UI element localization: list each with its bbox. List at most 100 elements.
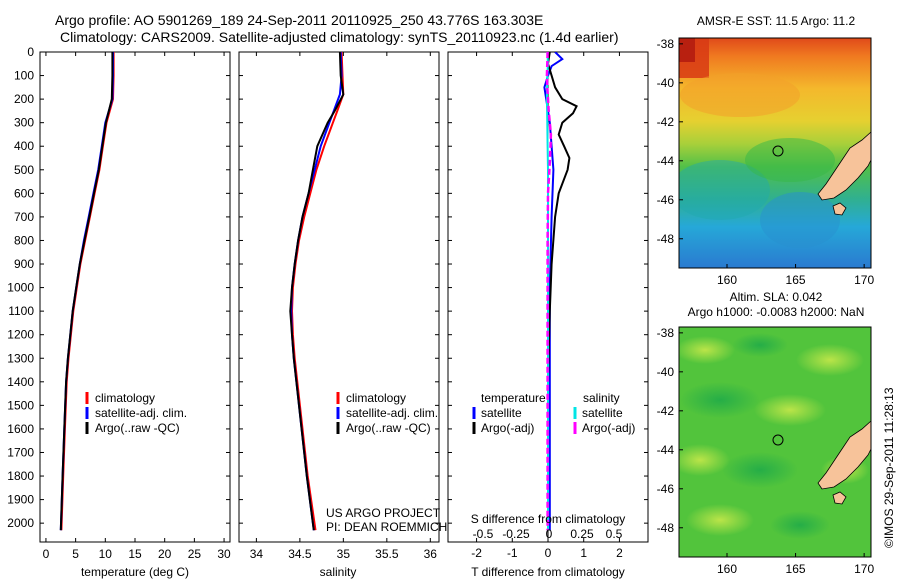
- y-tick-label: 1300: [7, 351, 34, 365]
- figure-subtitle: Climatology: CARS2009. Satellite-adjuste…: [60, 29, 618, 45]
- nz-land: [817, 131, 871, 201]
- salinity-legend: climatology satellite-adj. clim. Argo(..…: [336, 391, 438, 435]
- lat-tick-label: -40: [657, 365, 675, 379]
- salinity-xlabel: salinity: [320, 565, 357, 579]
- nz-land: [817, 420, 871, 490]
- y-tick-label: 1100: [8, 304, 34, 318]
- lon-tick-label: 170: [854, 562, 874, 576]
- series-line-satellite-adj-clim: [290, 52, 343, 531]
- y-tick-label: 1900: [7, 493, 34, 507]
- y-tick-label: 0: [27, 45, 34, 59]
- y-tick-label: 100: [14, 69, 34, 83]
- series-line-argo-raw-qc: [59, 52, 114, 531]
- y-tick-label: 600: [14, 186, 34, 200]
- lat-tick-label: -38: [657, 37, 675, 51]
- series-line-climatology: [290, 52, 345, 531]
- argo-position-marker: [772, 434, 784, 446]
- pi-annotation: PI: DEAN ROEMMICH: [326, 520, 447, 534]
- lat-tick-label: -44: [657, 443, 675, 457]
- legend-title-salinity: salinity: [583, 391, 620, 405]
- y-tick-label: 1200: [7, 328, 34, 342]
- legend-label-satellite: satellite-adj. clim.: [346, 406, 438, 420]
- x-tick-label: -1: [507, 546, 518, 560]
- lon-tick-label: 160: [717, 562, 737, 576]
- legend-label-argo: Argo(..raw -QC): [346, 421, 431, 435]
- legend-label-climatology: climatology: [346, 391, 406, 405]
- salinity-panel: 34 34.5 35 35.5 36 salinity climatology sate…: [238, 51, 447, 579]
- x-tick-label: 35.5: [375, 547, 399, 561]
- x-tick-label: 25: [188, 547, 202, 561]
- s-tick: 0.25: [570, 527, 594, 541]
- sla-field: [679, 327, 871, 557]
- legend-label-s-satellite: satellite: [582, 406, 623, 420]
- lon-tick-label: 160: [717, 273, 737, 287]
- x-tick-label: 30: [217, 547, 231, 561]
- legend-label-t-satellite: satellite: [481, 406, 522, 420]
- lon-tick-label: 165: [786, 562, 806, 576]
- s-difference-ticks: -0.5 -0.25 0 0.25 0.5: [473, 527, 623, 541]
- x-tick-label: 35: [337, 547, 351, 561]
- x-tick-label: 20: [158, 547, 172, 561]
- sla-map-frame: [678, 326, 872, 558]
- sla-map-title: Altim. SLA: 0.042: [730, 290, 823, 304]
- s-tick: -0.25: [502, 527, 530, 541]
- lon-tick-label: 170: [854, 273, 874, 287]
- y-tick-label: 1500: [7, 398, 34, 412]
- y-tick-label: 2000: [7, 516, 34, 530]
- legend-label-argo: Argo(..raw -QC): [95, 421, 180, 435]
- y-tick-label: 300: [14, 116, 34, 130]
- x-tick-label: 2: [616, 546, 623, 560]
- temperature-axes-frame: [39, 51, 231, 543]
- series-line-argo-raw-qc: [289, 52, 345, 531]
- figure-title: Argo profile: AO 5901269_189 24-Sep-2011…: [55, 12, 543, 28]
- salinity-axes-frame: [238, 51, 440, 543]
- y-tick-label: 900: [14, 257, 34, 271]
- lat-tick-label: -48: [657, 521, 675, 535]
- stewart-island: [832, 202, 847, 216]
- legend-label-s-argo: Argo(-adj): [582, 421, 635, 435]
- difference-legend: temperature satellite Argo(-adj) salinit…: [472, 391, 635, 435]
- stewart-island: [832, 491, 847, 505]
- sst-map-frame: [678, 37, 872, 269]
- lat-tick-label: -46: [657, 482, 675, 496]
- y-tick-label: 700: [14, 210, 34, 224]
- x-tick-label: 34.5: [288, 547, 312, 561]
- series-line-s-argo-adj: [545, 52, 553, 531]
- legend-label-satellite: satellite-adj. clim.: [95, 406, 187, 420]
- x-tick-label: 10: [99, 547, 113, 561]
- difference-panel: -2 -1 0 1 2 S difference from climatology -0…: [447, 51, 649, 579]
- y-tick-label: 1600: [7, 422, 34, 436]
- y-tick-label: 1000: [7, 281, 34, 295]
- series-line-t-argo-adj: [546, 52, 578, 531]
- y-tick-label: 1400: [7, 375, 34, 389]
- s-tick: -0.5: [473, 527, 494, 541]
- x-tick-label: 5: [72, 547, 79, 561]
- x-tick-label: 1: [580, 546, 587, 560]
- y-tick-label: 800: [14, 233, 34, 247]
- x-tick-label: 34: [250, 547, 264, 561]
- imos-stamp: ©IMOS 29-Sep-2011 11:28:13: [882, 387, 896, 548]
- y-tick-label: 1700: [7, 445, 34, 459]
- sla-map: Altim. SLA: 0.042 Argo h1000: -0.0083 h2…: [657, 290, 875, 576]
- sst-map: AMSR-E SST: 11.5 Argo: 11.2 -38 -40 -42 -44…: [657, 14, 875, 287]
- lat-tick-label: -40: [657, 76, 675, 90]
- lat-tick-label: -48: [657, 232, 675, 246]
- x-tick-label: 0: [43, 547, 50, 561]
- sst-map-title: AMSR-E SST: 11.5 Argo: 11.2: [697, 14, 856, 28]
- sst-field: [679, 38, 871, 268]
- argo-position-marker: [772, 145, 784, 157]
- lat-tick-label: -38: [657, 326, 675, 340]
- project-annotation: US ARGO PROJECT: [326, 506, 441, 520]
- s-difference-label: S difference from climatology: [471, 512, 626, 526]
- legend-label-t-argo: Argo(-adj): [481, 421, 534, 435]
- temperature-panel: 0100200300400500600700800900100011001200…: [7, 45, 231, 579]
- lat-tick-label: -46: [657, 193, 675, 207]
- s-tick: 0: [546, 527, 553, 541]
- s-tick: 0.5: [606, 527, 623, 541]
- lon-tick-label: 165: [786, 273, 806, 287]
- x-tick-label: 36: [424, 547, 438, 561]
- t-difference-label: T difference from climatology: [471, 565, 625, 579]
- y-tick-label: 400: [14, 139, 34, 153]
- temperature-legend: climatology satellite-adj. clim. Argo(..…: [85, 391, 187, 435]
